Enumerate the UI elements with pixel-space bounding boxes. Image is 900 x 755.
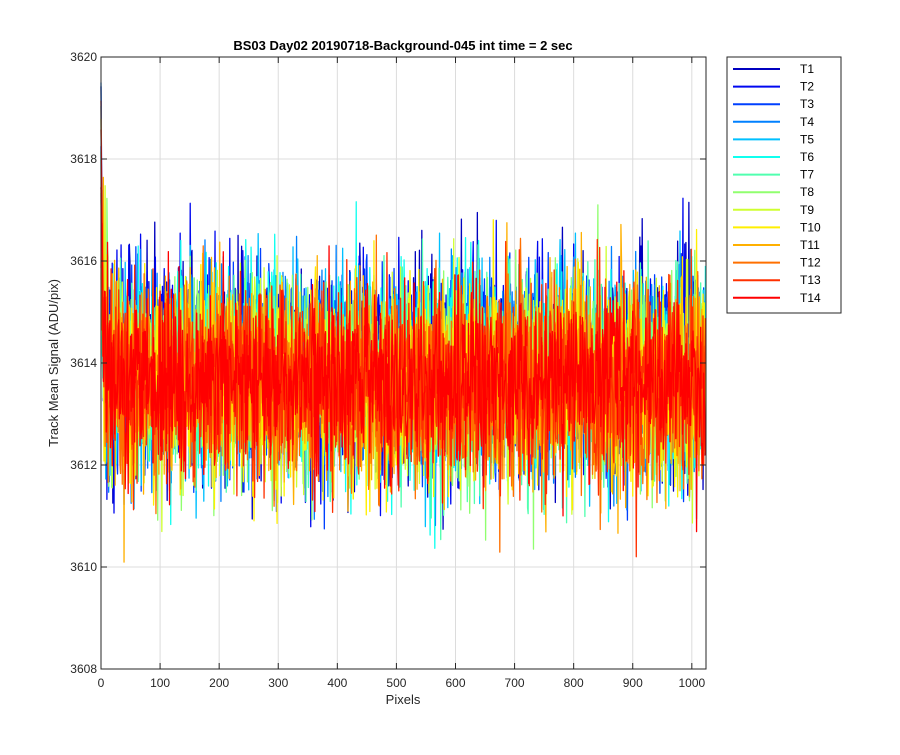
x-tick-label: 600: [445, 676, 465, 690]
legend-label: T5: [800, 132, 814, 146]
legend-label: T4: [800, 115, 814, 129]
legend-label: T13: [800, 273, 821, 287]
y-tick-label: 3608: [70, 662, 97, 676]
legend-items: T1 T2 T3 T4 T5 T6 T7 T8 T9 T10 T11 T12 T13 T14: [733, 62, 821, 305]
series-line-t14: [100, 129, 707, 533]
legend-label: T11: [800, 238, 820, 252]
y-tick-label: 3620: [70, 50, 97, 64]
legend-label: T12: [800, 256, 821, 270]
legend-label: T8: [800, 185, 814, 199]
y-tick-label: 3614: [70, 356, 97, 370]
legend: T1 T2 T3 T4 T5 T6 T7 T8 T9 T10 T11 T12 T13 T14: [726, 56, 842, 314]
chart-title: BS03 Day02 20190718-Background-045 int t…: [233, 38, 572, 53]
legend-box: [726, 56, 842, 314]
y-axis-label: Track Mean Signal (ADU/pix): [46, 279, 61, 447]
series-layer: [100, 82, 707, 563]
legend-label: T2: [800, 80, 814, 94]
x-tick-label: 0: [98, 676, 105, 690]
x-tick-label: 500: [386, 676, 406, 690]
x-tick-label: 800: [564, 676, 584, 690]
y-tick-label: 3618: [70, 152, 97, 166]
x-tick-label: 100: [150, 676, 170, 690]
legend-label: T10: [800, 220, 821, 234]
legend-label: T7: [800, 168, 814, 182]
legend-label: T14: [800, 291, 821, 305]
x-axis-label: Pixels: [386, 692, 421, 707]
legend-label: T1: [800, 62, 814, 76]
tick-layer: 0 100 200 300 400 500 600 700 800 900 1000 3608 3610…: [70, 50, 706, 690]
legend-label: T9: [800, 203, 814, 217]
x-tick-label: 400: [327, 676, 347, 690]
x-tick-label: 1000: [678, 676, 705, 690]
x-tick-label: 300: [268, 676, 288, 690]
y-tick-label: 3612: [70, 458, 97, 472]
legend-label: T3: [800, 97, 814, 111]
legend-label: T6: [800, 150, 814, 164]
x-tick-label: 900: [623, 676, 643, 690]
y-tick-label: 3610: [70, 560, 97, 574]
x-tick-label: 700: [505, 676, 525, 690]
y-tick-label: 3616: [70, 254, 97, 268]
x-tick-label: 200: [209, 676, 229, 690]
